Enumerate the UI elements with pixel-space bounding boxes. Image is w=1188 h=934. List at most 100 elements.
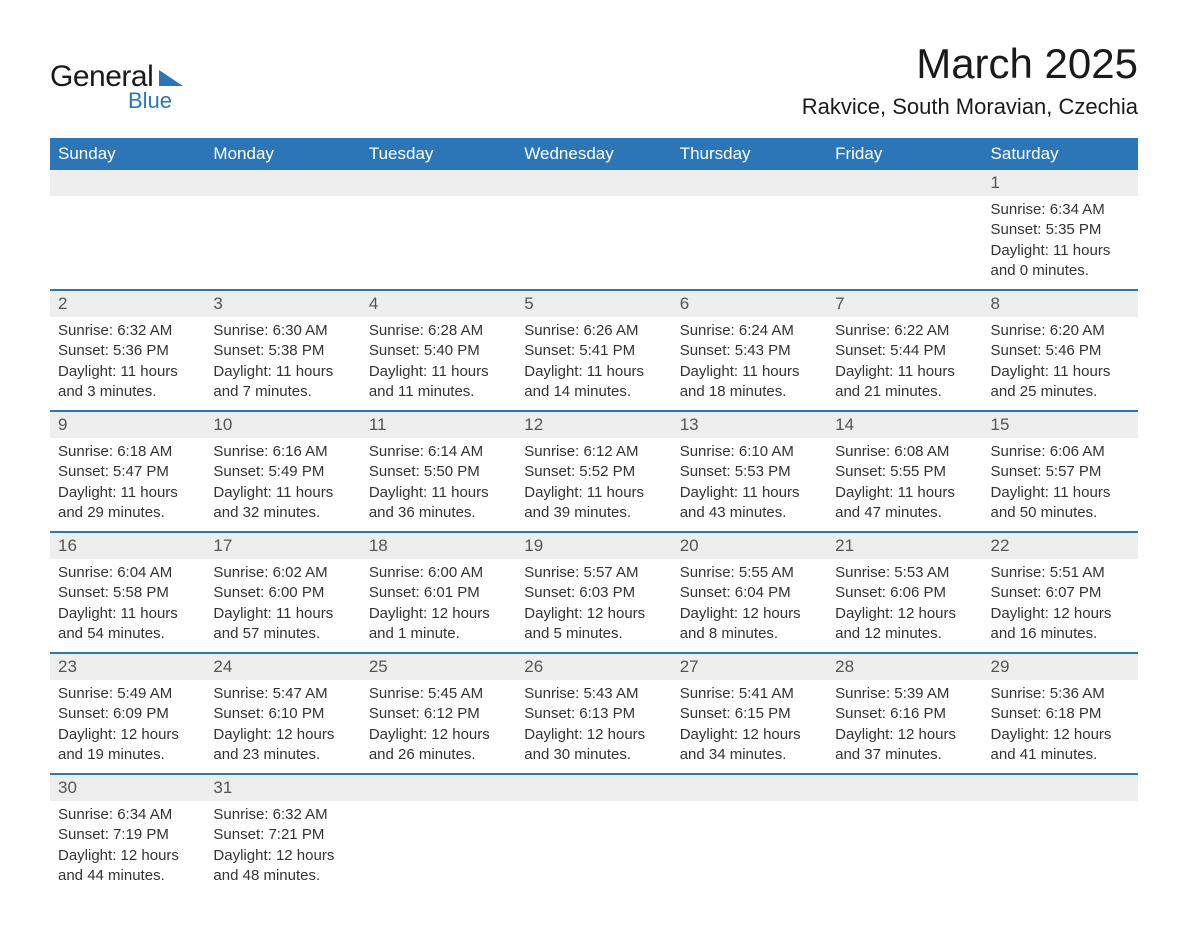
- day-detail-cell: Sunrise: 6:12 AMSunset: 5:52 PMDaylight:…: [516, 438, 671, 532]
- day-detail-cell: [672, 801, 827, 894]
- sunrise-line: Sunrise: 6:08 AM: [835, 442, 974, 462]
- day-number-cell: 29: [983, 653, 1138, 680]
- day-number-cell: [361, 170, 516, 196]
- day-number-cell: [516, 170, 671, 196]
- sunrise-line: Sunrise: 6:12 AM: [524, 442, 663, 462]
- day-detail-cell: Sunrise: 6:06 AMSunset: 5:57 PMDaylight:…: [983, 438, 1138, 532]
- sunset-line: Sunset: 6:18 PM: [991, 704, 1130, 724]
- weekday-thursday: Thursday: [672, 138, 827, 170]
- daylight-line: Daylight: 11 hours and 57 minutes.: [213, 604, 352, 645]
- day-number-cell: 15: [983, 411, 1138, 438]
- sunrise-line: Sunrise: 6:24 AM: [680, 321, 819, 341]
- daylight-line: Daylight: 12 hours and 41 minutes.: [991, 725, 1130, 766]
- day-number-cell: 27: [672, 653, 827, 680]
- daylight-line: Daylight: 11 hours and 32 minutes.: [213, 483, 352, 524]
- daylight-line: Daylight: 11 hours and 0 minutes.: [991, 241, 1130, 282]
- day-detail-cell: [827, 196, 982, 290]
- day-detail-cell: Sunrise: 6:10 AMSunset: 5:53 PMDaylight:…: [672, 438, 827, 532]
- daynum-row: 16171819202122: [50, 532, 1138, 559]
- daylight-line: Daylight: 11 hours and 36 minutes.: [369, 483, 508, 524]
- daynum-row: 9101112131415: [50, 411, 1138, 438]
- day-number-cell: 26: [516, 653, 671, 680]
- day-number-cell: 20: [672, 532, 827, 559]
- daylight-line: Daylight: 11 hours and 3 minutes.: [58, 362, 197, 403]
- weekday-monday: Monday: [205, 138, 360, 170]
- sunset-line: Sunset: 6:15 PM: [680, 704, 819, 724]
- sunset-line: Sunset: 6:01 PM: [369, 583, 508, 603]
- sunrise-line: Sunrise: 5:39 AM: [835, 684, 974, 704]
- day-number-cell: 5: [516, 290, 671, 317]
- sunset-line: Sunset: 5:58 PM: [58, 583, 197, 603]
- day-number-cell: 1: [983, 170, 1138, 196]
- day-number-cell: 22: [983, 532, 1138, 559]
- day-number-cell: 12: [516, 411, 671, 438]
- day-number-cell: [50, 170, 205, 196]
- weekday-saturday: Saturday: [983, 138, 1138, 170]
- sunset-line: Sunset: 5:55 PM: [835, 462, 974, 482]
- sunset-line: Sunset: 5:35 PM: [991, 220, 1130, 240]
- daylight-line: Daylight: 12 hours and 5 minutes.: [524, 604, 663, 645]
- sunrise-line: Sunrise: 6:30 AM: [213, 321, 352, 341]
- daylight-line: Daylight: 11 hours and 54 minutes.: [58, 604, 197, 645]
- day-detail-cell: Sunrise: 6:34 AMSunset: 5:35 PMDaylight:…: [983, 196, 1138, 290]
- day-number-cell: 10: [205, 411, 360, 438]
- sunrise-line: Sunrise: 6:22 AM: [835, 321, 974, 341]
- sunrise-line: Sunrise: 6:00 AM: [369, 563, 508, 583]
- day-detail-cell: [361, 196, 516, 290]
- sunrise-line: Sunrise: 6:34 AM: [58, 805, 197, 825]
- location-subtitle: Rakvice, South Moravian, Czechia: [802, 94, 1138, 120]
- day-detail-cell: [50, 196, 205, 290]
- day-number-cell: 17: [205, 532, 360, 559]
- sunset-line: Sunset: 6:09 PM: [58, 704, 197, 724]
- day-number-cell: 19: [516, 532, 671, 559]
- daylight-line: Daylight: 12 hours and 16 minutes.: [991, 604, 1130, 645]
- sunset-line: Sunset: 5:43 PM: [680, 341, 819, 361]
- daylight-line: Daylight: 12 hours and 26 minutes.: [369, 725, 508, 766]
- sunrise-line: Sunrise: 6:32 AM: [58, 321, 197, 341]
- sunrise-line: Sunrise: 6:10 AM: [680, 442, 819, 462]
- daylight-line: Daylight: 11 hours and 39 minutes.: [524, 483, 663, 524]
- day-detail-cell: [516, 801, 671, 894]
- day-detail-cell: Sunrise: 5:45 AMSunset: 6:12 PMDaylight:…: [361, 680, 516, 774]
- day-detail-cell: Sunrise: 6:14 AMSunset: 5:50 PMDaylight:…: [361, 438, 516, 532]
- day-detail-cell: Sunrise: 6:32 AMSunset: 7:21 PMDaylight:…: [205, 801, 360, 894]
- daylight-line: Daylight: 12 hours and 30 minutes.: [524, 725, 663, 766]
- day-detail-cell: Sunrise: 5:39 AMSunset: 6:16 PMDaylight:…: [827, 680, 982, 774]
- daylight-line: Daylight: 12 hours and 23 minutes.: [213, 725, 352, 766]
- day-number-cell: 24: [205, 653, 360, 680]
- daynum-row: 2345678: [50, 290, 1138, 317]
- day-detail-cell: Sunrise: 6:18 AMSunset: 5:47 PMDaylight:…: [50, 438, 205, 532]
- daylight-line: Daylight: 11 hours and 21 minutes.: [835, 362, 974, 403]
- day-detail-cell: Sunrise: 5:43 AMSunset: 6:13 PMDaylight:…: [516, 680, 671, 774]
- sunrise-line: Sunrise: 5:55 AM: [680, 563, 819, 583]
- sunset-line: Sunset: 5:53 PM: [680, 462, 819, 482]
- sunset-line: Sunset: 6:12 PM: [369, 704, 508, 724]
- daylight-line: Daylight: 12 hours and 48 minutes.: [213, 846, 352, 887]
- daylight-line: Daylight: 11 hours and 7 minutes.: [213, 362, 352, 403]
- day-number-cell: 31: [205, 774, 360, 801]
- day-detail-cell: Sunrise: 6:00 AMSunset: 6:01 PMDaylight:…: [361, 559, 516, 653]
- sunset-line: Sunset: 6:16 PM: [835, 704, 974, 724]
- sunset-line: Sunset: 7:21 PM: [213, 825, 352, 845]
- sunset-line: Sunset: 5:50 PM: [369, 462, 508, 482]
- day-detail-cell: Sunrise: 6:20 AMSunset: 5:46 PMDaylight:…: [983, 317, 1138, 411]
- daynum-row: 3031: [50, 774, 1138, 801]
- header-region: General Blue March 2025 Rakvice, South M…: [50, 40, 1138, 120]
- sunrise-line: Sunrise: 5:47 AM: [213, 684, 352, 704]
- weekday-header-row: SundayMondayTuesdayWednesdayThursdayFrid…: [50, 138, 1138, 170]
- day-detail-cell: Sunrise: 6:16 AMSunset: 5:49 PMDaylight:…: [205, 438, 360, 532]
- page-title: March 2025: [802, 40, 1138, 88]
- day-number-cell: [516, 774, 671, 801]
- day-content-row: Sunrise: 6:32 AMSunset: 5:36 PMDaylight:…: [50, 317, 1138, 411]
- brand-triangle-icon: [159, 70, 183, 86]
- weekday-sunday: Sunday: [50, 138, 205, 170]
- daylight-line: Daylight: 12 hours and 8 minutes.: [680, 604, 819, 645]
- day-detail-cell: [516, 196, 671, 290]
- day-number-cell: 11: [361, 411, 516, 438]
- day-detail-cell: Sunrise: 6:30 AMSunset: 5:38 PMDaylight:…: [205, 317, 360, 411]
- day-detail-cell: Sunrise: 6:28 AMSunset: 5:40 PMDaylight:…: [361, 317, 516, 411]
- calendar-table: SundayMondayTuesdayWednesdayThursdayFrid…: [50, 138, 1138, 894]
- day-detail-cell: [827, 801, 982, 894]
- day-number-cell: 30: [50, 774, 205, 801]
- sunset-line: Sunset: 6:07 PM: [991, 583, 1130, 603]
